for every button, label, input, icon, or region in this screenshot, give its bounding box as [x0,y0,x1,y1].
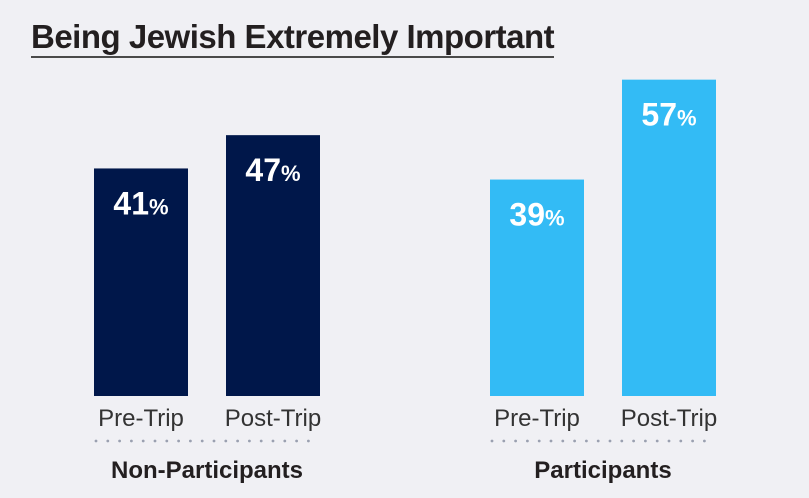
dotted-divider-dot [212,439,216,443]
dotted-divider-dot [561,439,565,443]
category-label: Post-Trip [225,405,321,432]
dotted-divider-dot [679,439,683,443]
dotted-divider-dot [189,439,192,443]
dotted-divider-dot [585,439,588,443]
bar-value-label: 57% [641,97,696,133]
dotted-divider-dot [526,439,529,443]
dotted-divider-dot [307,439,310,443]
dotted-divider-dot [514,439,517,443]
group-label: Non-Participants [111,457,303,484]
bar-value-label: 47% [245,152,300,188]
dotted-divider-dot [596,439,600,443]
dotted-divider-dot [200,439,204,443]
dotted-divider-dot [271,439,275,443]
dotted-divider-dot [94,439,98,443]
dotted-divider-dot [259,439,263,443]
dotted-divider-dot [537,439,541,443]
dotted-divider-dot [691,439,694,443]
bar-value-label: 39% [509,197,564,233]
dotted-divider-dot [667,439,671,443]
dotted-divider-dot [283,439,287,443]
dotted-divider-dot [153,439,157,443]
category-label: Post-Trip [621,405,717,432]
dotted-divider-dot [655,439,659,443]
dotted-divider-dot [620,439,624,443]
dotted-divider-dot [248,439,251,443]
dotted-divider-dot [644,439,647,443]
dotted-divider-dot [130,439,133,443]
group-label: Participants [534,457,671,484]
dotted-divider-dot [703,439,706,443]
dotted-divider-dot [177,439,181,443]
dotted-divider-dot [549,439,553,443]
dotted-divider-dot [573,439,576,443]
bar [226,135,320,396]
dotted-divider-dot [502,439,506,443]
dotted-divider-dot [236,439,240,443]
dotted-divider-dot [106,439,110,443]
category-label: Pre-Trip [98,405,184,432]
bar-value-label: 41% [113,185,168,221]
dotted-divider-dot [141,439,145,443]
bar [94,168,188,396]
bar [622,79,716,397]
dotted-divider-dot [490,439,494,443]
dotted-divider-dot [165,439,169,443]
chart-title: Being Jewish Extremely Important [31,18,555,58]
dotted-divider-dot [632,439,635,443]
bar [490,179,584,396]
dotted-divider-dot [224,439,228,443]
dotted-divider-dot [608,439,612,443]
dotted-divider-dot [295,439,298,443]
dotted-divider-dot [118,439,121,443]
category-label: Pre-Trip [494,405,580,432]
